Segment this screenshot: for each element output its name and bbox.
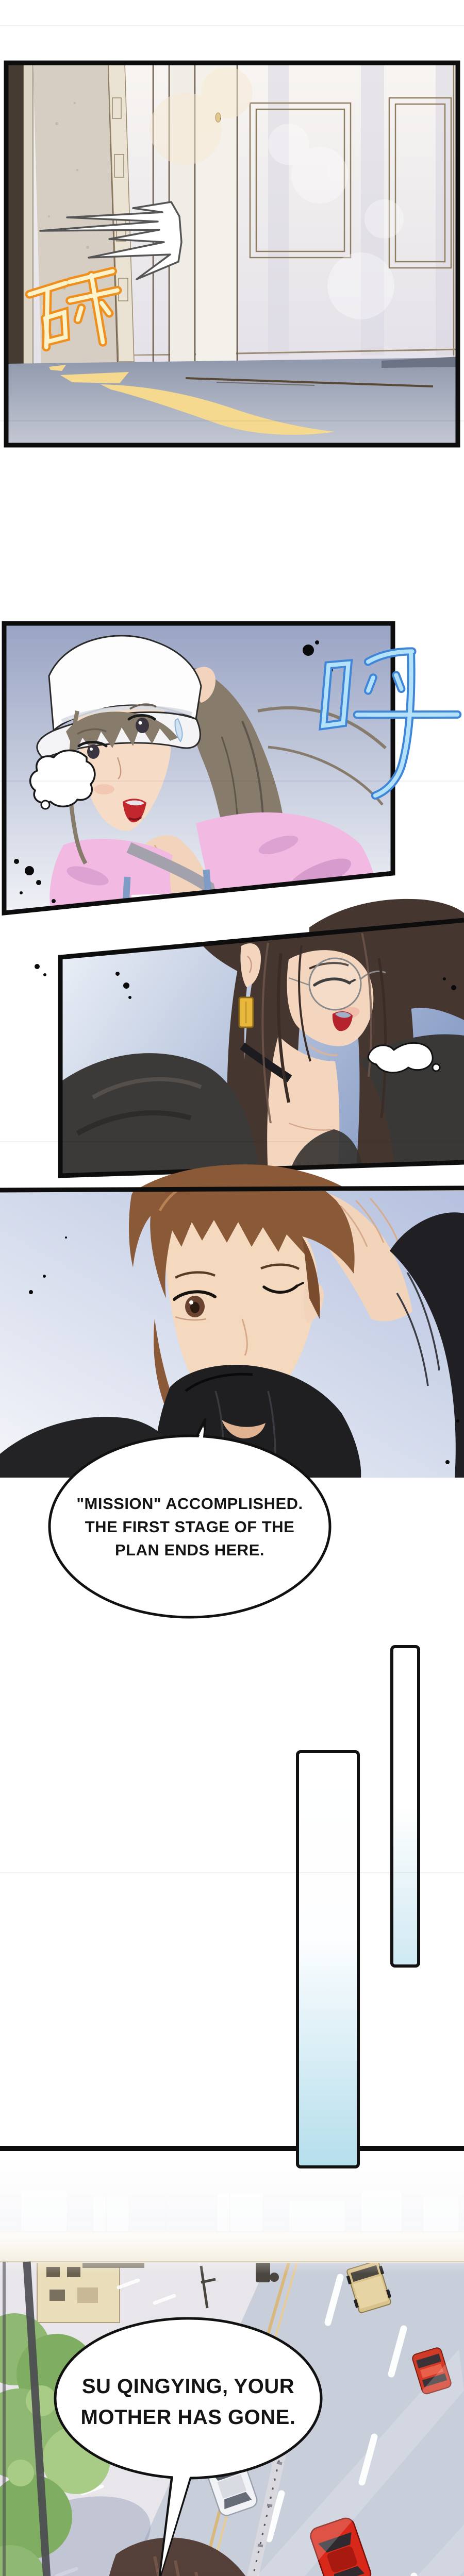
glass-glints: [257, 2349, 464, 2576]
hair-bleed-over-border: [135, 1164, 350, 1191]
breath-puff-icon: [29, 749, 96, 808]
sfx-sigh-icon: [319, 647, 462, 800]
hair-strands-front: [277, 945, 387, 1118]
page-seams: [0, 25, 464, 1873]
sweat-drop-icon: [174, 718, 183, 742]
woman-back-view: [109, 2537, 246, 2576]
window-frame: [3, 2261, 51, 2576]
transition-bar-right: [390, 1645, 420, 1968]
speech-bubble-mother: SU QINGYING, YOUR MOTHER HAS GONE.: [54, 2317, 323, 2576]
floor: [6, 357, 458, 443]
transition-bar-left: [296, 1750, 360, 2168]
face-profile: [287, 950, 374, 1046]
mouth-open: [332, 1011, 353, 1031]
bubble-line: "MISSION" ACCOMPLISHED.: [76, 1495, 303, 1513]
ear: [240, 943, 261, 987]
hair: [129, 1191, 355, 1403]
bubble-line: THE FIRST STAGE OF THE: [85, 1518, 295, 1536]
open-doorway-dark: [6, 63, 24, 368]
speech-bubble-mission: "MISSION" ACCOMPLISHED. THE FIRST STAGE …: [48, 1418, 332, 1619]
closed-eye: [309, 962, 356, 987]
light-patch-small: [60, 372, 129, 383]
transition-bars: [296, 1645, 420, 2168]
light-patch-large: [101, 384, 335, 435]
panel-man-wink: [0, 1164, 464, 1478]
mouth-open: [123, 799, 146, 823]
bubble-line: SU QINGYING, YOUR: [82, 2375, 294, 2398]
car-red-sports: [310, 2517, 372, 2576]
open-eye: [173, 1290, 217, 1321]
winking-eye: [262, 1282, 304, 1294]
sfx-door-bang-icon: [25, 266, 122, 352]
panel-door-slam: [4, 60, 460, 448]
panel-woman-glasses: [35, 899, 464, 1178]
impact-burst-icon: [39, 201, 183, 280]
car-red-suv: [412, 2347, 452, 2395]
sleeve: [390, 1212, 464, 1478]
sigh-puff-icon: [367, 1042, 434, 1074]
panel-street-view: SU QINGYING, YOUR MOTHER HAS GONE.: [0, 2146, 464, 2576]
panel-woman-cap: [2, 621, 462, 916]
round-glasses-icon: [288, 957, 386, 1011]
hair: [109, 2537, 246, 2576]
bubble-line: MOTHER HAS GONE.: [81, 2406, 296, 2429]
bubble-line: PLAN ENDS HERE.: [115, 1541, 264, 1559]
ink-splatter: [115, 972, 456, 999]
face: [164, 1204, 318, 1418]
eyes: [77, 703, 157, 759]
wall-panel-moulding: [249, 63, 455, 361]
